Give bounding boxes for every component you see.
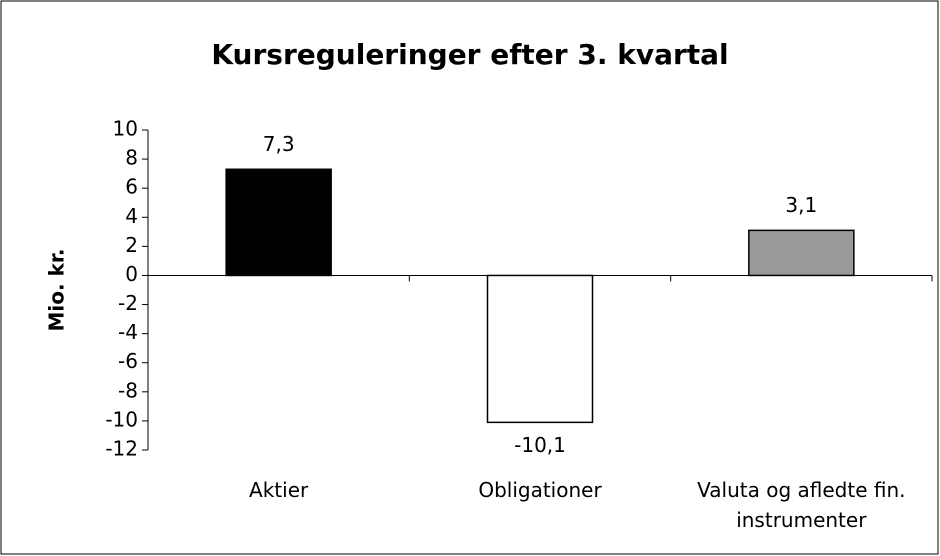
y-tick-label: -10 bbox=[105, 407, 138, 431]
x-tick-label: Aktier bbox=[249, 478, 309, 502]
y-tick-label: 2 bbox=[125, 233, 138, 257]
y-tick-label: -4 bbox=[118, 320, 138, 344]
y-tick-label: 10 bbox=[113, 117, 138, 141]
y-tick-label: 0 bbox=[125, 262, 138, 286]
bar bbox=[748, 229, 855, 277]
y-tick-label: 8 bbox=[125, 146, 138, 170]
y-axis-label: Mio. kr. bbox=[45, 249, 69, 332]
x-tick-label: Valuta og afledte fin. instrumenter bbox=[697, 478, 906, 532]
value-label: 3,1 bbox=[785, 193, 817, 217]
y-tick-label: -8 bbox=[118, 378, 138, 402]
y-tick-label: -6 bbox=[118, 349, 138, 373]
value-label: -10,1 bbox=[514, 433, 566, 457]
x-tick-label: Obligationer bbox=[478, 478, 602, 502]
y-tick-label: -12 bbox=[105, 437, 138, 461]
bar bbox=[486, 274, 594, 424]
chart-title: Kursreguleringer efter 3. kvartal bbox=[211, 38, 728, 71]
bar bbox=[225, 168, 332, 277]
y-tick-label: -2 bbox=[118, 291, 138, 315]
y-tick-label: 4 bbox=[125, 204, 138, 228]
y-tick-label: 6 bbox=[125, 175, 138, 199]
value-label: 7,3 bbox=[263, 132, 295, 156]
